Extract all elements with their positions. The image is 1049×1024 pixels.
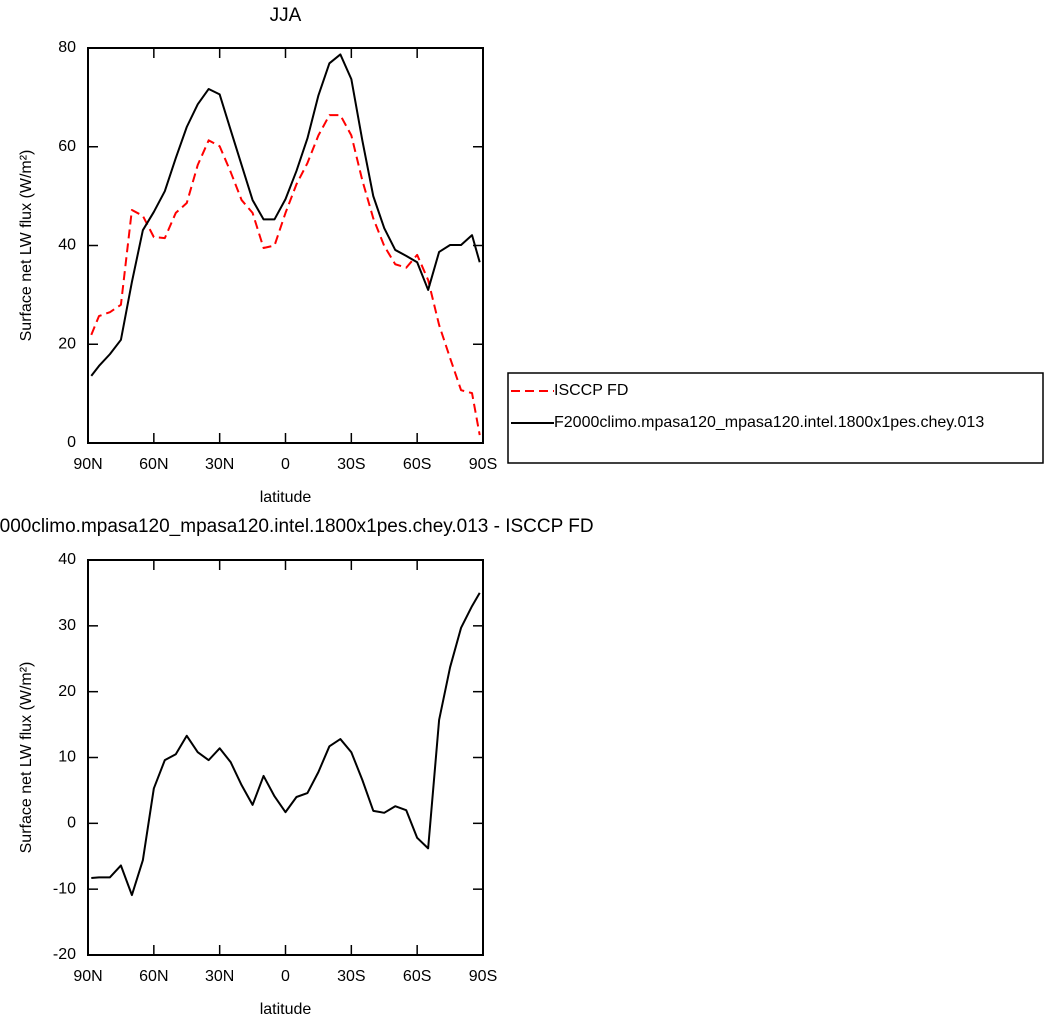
legend-label: F2000climo.mpasa120_mpasa120.intel.1800x…: [554, 414, 984, 431]
plot-frame: [87, 47, 484, 444]
x-tick-label: 60S: [403, 968, 431, 985]
x-tick-label: 60N: [139, 968, 168, 985]
x-tick-label: 90N: [73, 968, 102, 985]
y-tick-label: 40: [58, 551, 76, 568]
legend-label: ISCCP FD: [554, 382, 628, 399]
x-tick-label: 0: [281, 456, 290, 473]
y-axis-label: Surface net LW flux (W/m²): [18, 662, 35, 854]
legend-box: [507, 372, 1044, 464]
plot-frame: [87, 559, 484, 956]
data-line: [91, 592, 481, 897]
x-tick-label: 0: [281, 968, 290, 985]
data-line: [90, 53, 481, 377]
x-tick-label: 30N: [205, 456, 234, 473]
y-tick-label: 20: [58, 335, 76, 352]
y-tick-label: 20: [58, 683, 76, 700]
x-tick-label: 30S: [337, 456, 365, 473]
x-tick-label: 90N: [73, 456, 102, 473]
chart-title: JJA: [270, 5, 302, 26]
y-axis-label: Surface net LW flux (W/m²): [18, 150, 35, 342]
y-tick-label: 30: [58, 617, 76, 634]
x-tick-label: 60N: [139, 456, 168, 473]
x-tick-label: 90S: [469, 968, 497, 985]
x-tick-label: 90S: [469, 456, 497, 473]
y-tick-label: 0: [67, 434, 76, 451]
data-line: [90, 114, 481, 436]
y-tick-label: 60: [58, 138, 76, 155]
x-tick-label: 60S: [403, 456, 431, 473]
x-tick-label: 30S: [337, 968, 365, 985]
x-axis-label: latitude: [260, 1001, 312, 1018]
y-tick-label: -10: [53, 880, 76, 897]
y-tick-label: -20: [53, 946, 76, 963]
chart-title: F2000climo.mpasa120_mpasa120.intel.1800x…: [0, 516, 594, 537]
x-axis-label: latitude: [260, 489, 312, 506]
y-tick-label: 10: [58, 749, 76, 766]
y-tick-label: 0: [67, 815, 76, 832]
y-tick-label: 80: [58, 39, 76, 56]
x-tick-label: 30N: [205, 968, 234, 985]
y-tick-label: 40: [58, 237, 76, 254]
